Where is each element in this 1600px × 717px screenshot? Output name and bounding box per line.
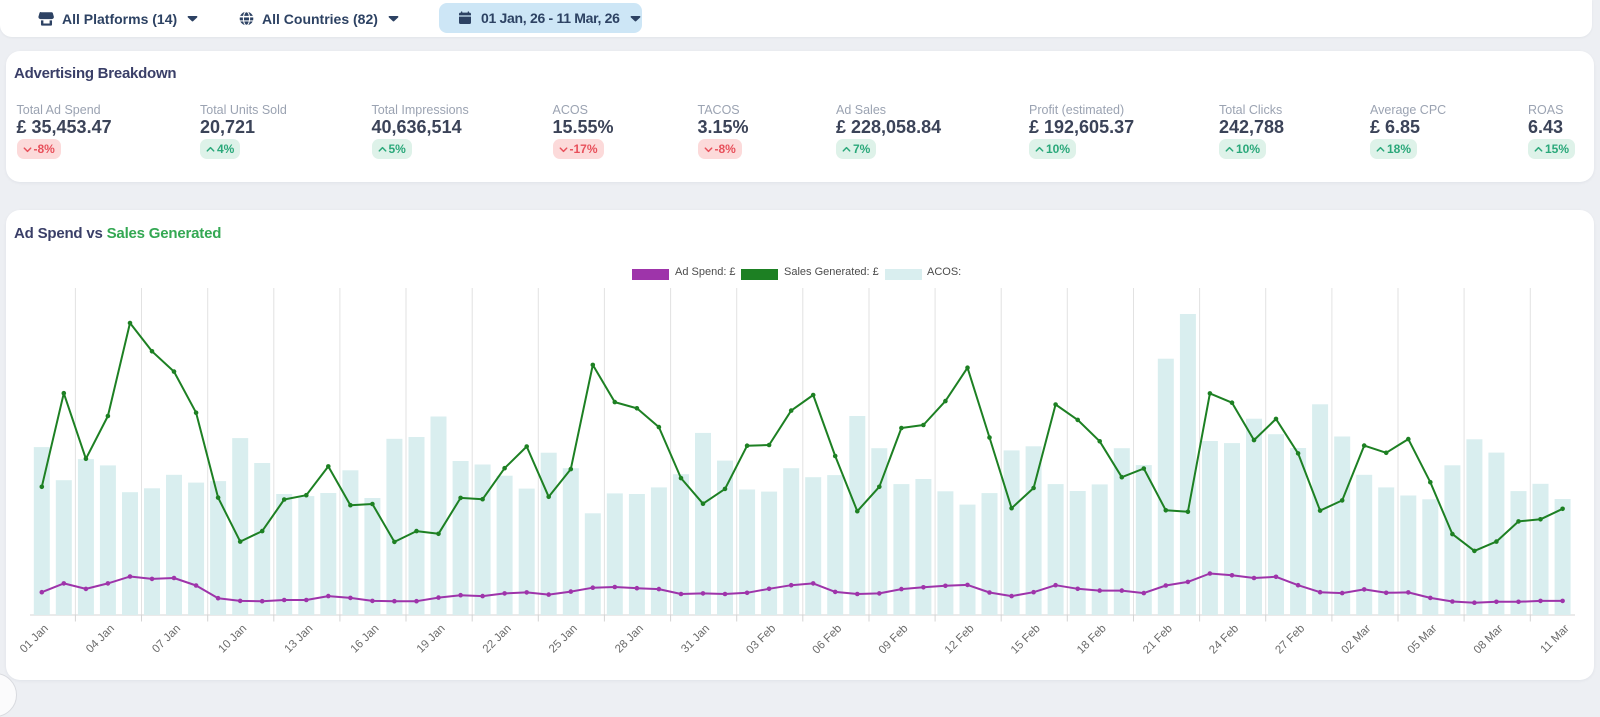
svg-text:05 Mar: 05 Mar xyxy=(1406,623,1440,657)
svg-text:01 Jan: 01 Jan xyxy=(18,623,51,656)
svg-text:06 Feb: 06 Feb xyxy=(811,623,845,657)
svg-text:07 Jan: 07 Jan xyxy=(150,623,183,656)
svg-text:12 Feb: 12 Feb xyxy=(943,623,977,657)
svg-text:10 Jan: 10 Jan xyxy=(216,623,249,656)
svg-text:18 Feb: 18 Feb xyxy=(1075,623,1109,657)
svg-text:02 Mar: 02 Mar xyxy=(1340,623,1374,657)
svg-text:21 Feb: 21 Feb xyxy=(1141,623,1175,657)
svg-text:22 Jan: 22 Jan xyxy=(481,623,514,656)
svg-text:03 Feb: 03 Feb xyxy=(744,623,778,657)
svg-text:09 Feb: 09 Feb xyxy=(877,623,911,657)
svg-text:11 Mar: 11 Mar xyxy=(1539,623,1572,656)
svg-text:16 Jan: 16 Jan xyxy=(349,623,382,656)
svg-text:24 Feb: 24 Feb xyxy=(1207,623,1241,657)
svg-text:19 Jan: 19 Jan xyxy=(415,623,448,656)
svg-text:31 Jan: 31 Jan xyxy=(679,623,712,656)
svg-text:28 Jan: 28 Jan xyxy=(613,623,646,656)
svg-text:13 Jan: 13 Jan xyxy=(283,623,316,656)
svg-text:27 Feb: 27 Feb xyxy=(1273,623,1307,657)
svg-text:04 Jan: 04 Jan xyxy=(84,623,117,656)
svg-text:25 Jan: 25 Jan xyxy=(547,623,580,656)
svg-text:08 Mar: 08 Mar xyxy=(1472,623,1506,657)
svg-text:15 Feb: 15 Feb xyxy=(1009,623,1043,657)
